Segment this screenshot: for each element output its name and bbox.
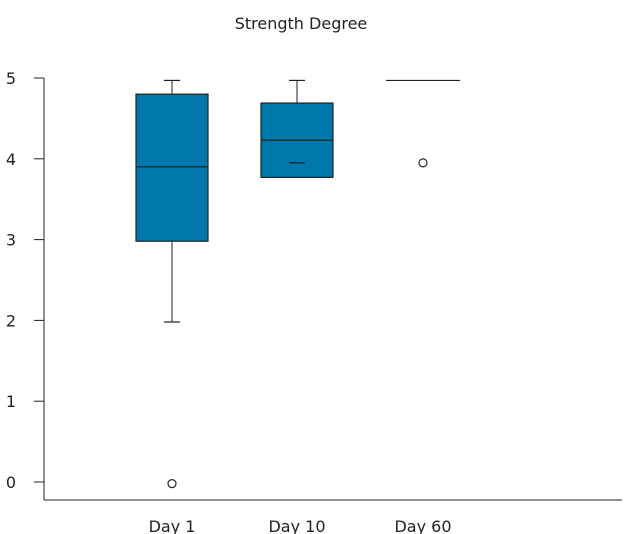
y-tick-label: 5 [6,69,16,88]
outlier-point [167,479,177,489]
y-tick-label: 1 [6,392,16,411]
x-tick-label: Day 1 [149,517,196,534]
outlier-point [418,158,428,168]
box-day-1 [135,79,209,489]
x-tick-label: Day 10 [268,517,325,534]
box-day-10 [260,79,334,178]
box-series [135,79,460,489]
y-tick-label: 2 [6,311,16,330]
box-day-60 [386,79,460,168]
y-axis-ticks: 0 1 2 3 4 5 [6,69,44,492]
box-iqr [135,93,209,242]
x-axis-ticks: Day 1 Day 10 Day 60 [149,517,452,534]
y-tick-label: 0 [6,473,16,492]
y-tick-label: 4 [6,150,16,169]
chart-title: Strength Degree [235,14,368,33]
y-tick-label: 3 [6,231,16,250]
x-tick-label: Day 60 [394,517,451,534]
